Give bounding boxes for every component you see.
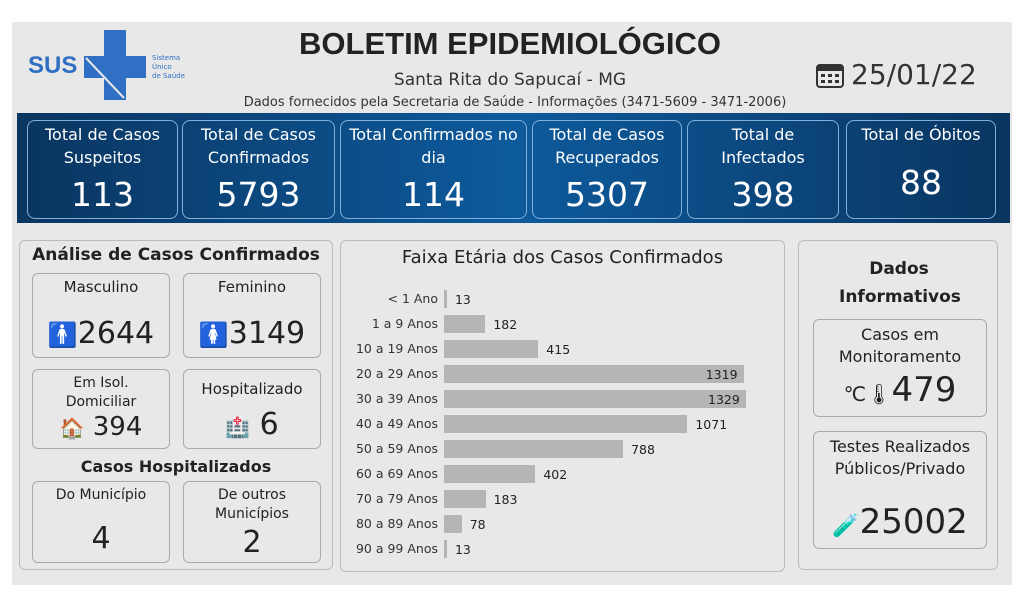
card-recuperados: Total de Casos Recuperados 5307 bbox=[532, 120, 682, 219]
bar bbox=[444, 340, 539, 358]
info-panel: Dados Informativos Casos em Monitorament… bbox=[798, 240, 998, 570]
bar-row: < 1 Ano 13 bbox=[341, 289, 781, 309]
monitoramento-box: Casos em Monitoramento ℃🌡479 bbox=[813, 319, 987, 417]
card-confirmados: Total de Casos Confirmados 5793 bbox=[182, 120, 335, 219]
municipio-box: Do Município 4 bbox=[32, 481, 170, 563]
category-label: 1 a 9 Anos bbox=[371, 316, 438, 331]
data-label: 13 bbox=[454, 542, 471, 557]
svg-text:Único: Único bbox=[152, 62, 172, 71]
age-chart-panel: Faixa Etária dos Casos Confirmados < 1 A… bbox=[340, 240, 785, 572]
data-source: Dados fornecidos pela Secretaria de Saúd… bbox=[243, 95, 787, 110]
male-icon: 🚹 bbox=[47, 321, 78, 349]
data-label: 1071 bbox=[695, 417, 728, 432]
category-label: < 1 Ano bbox=[387, 291, 439, 306]
card-infectados: Total de Infectados 398 bbox=[687, 120, 839, 219]
bar bbox=[444, 465, 536, 483]
category-label: 30 a 39 Anos bbox=[355, 391, 438, 406]
house-icon: 🏠 bbox=[59, 416, 85, 440]
category-label: 70 a 79 Anos bbox=[355, 491, 438, 506]
category-label: 80 a 89 Anos bbox=[355, 516, 438, 531]
bar-row: 1 a 9 Anos 182 bbox=[341, 314, 781, 334]
svg-text:de Saúde: de Saúde bbox=[152, 72, 185, 80]
category-label: 20 a 29 Anos bbox=[355, 366, 438, 381]
bar-row: 50 a 59 Anos 788 bbox=[341, 439, 781, 459]
bar bbox=[444, 440, 624, 458]
chart-title: Faixa Etária dos Casos Confirmados bbox=[401, 247, 724, 268]
page-title: BOLETIM EPIDEMIOLÓGICO bbox=[299, 26, 721, 61]
bar-row: 70 a 79 Anos 183 bbox=[341, 489, 781, 509]
data-label: 402 bbox=[543, 467, 568, 482]
bar bbox=[444, 490, 486, 508]
thermometer-icon: ℃🌡 bbox=[843, 382, 892, 406]
bar-row: 20 a 29 Anos 1319 bbox=[341, 364, 781, 384]
data-label: 415 bbox=[546, 342, 571, 357]
category-label: 50 a 59 Anos bbox=[355, 441, 438, 456]
data-label: 78 bbox=[469, 517, 486, 532]
bar-row: 90 a 99 Anos 13 bbox=[341, 539, 781, 559]
bar-row: 40 a 49 Anos 1071 bbox=[341, 414, 781, 434]
data-label: 182 bbox=[493, 317, 518, 332]
category-label: 40 a 49 Anos bbox=[355, 416, 438, 431]
page-subtitle: Santa Rita do Sapucaí - MG bbox=[393, 70, 627, 90]
data-label: 183 bbox=[493, 492, 518, 507]
bar bbox=[444, 515, 462, 533]
outros-municipios-box: De outros Municípios 2 bbox=[183, 481, 321, 563]
masculino-box: Masculino 🚹2644 bbox=[32, 273, 170, 358]
hospitalizado-box: Hospitalizado 🏥 6 bbox=[183, 369, 321, 449]
category-label: 60 a 69 Anos bbox=[355, 466, 438, 481]
bar-row: 30 a 39 Anos 1329 bbox=[341, 389, 781, 409]
bar bbox=[444, 365, 744, 383]
analysis-panel: Análise de Casos Confirmados Masculino 🚹2… bbox=[19, 240, 333, 570]
female-icon: 🚺 bbox=[198, 321, 229, 349]
info-title: Dados Informativos bbox=[839, 259, 961, 307]
svg-text:Sistema: Sistema bbox=[152, 54, 180, 62]
data-label: 1329 bbox=[708, 392, 740, 407]
svg-text:SUS: SUS bbox=[28, 52, 77, 79]
hospitalizados-title: Casos Hospitalizados bbox=[80, 457, 272, 476]
bar bbox=[444, 540, 447, 558]
bar-row: 80 a 89 Anos 78 bbox=[341, 514, 781, 534]
test-tube-icon: 🧪 bbox=[832, 514, 860, 539]
calendar-icon bbox=[816, 63, 844, 88]
bar bbox=[444, 390, 746, 408]
category-label: 10 a 19 Anos bbox=[355, 341, 438, 356]
data-label: 1319 bbox=[705, 367, 738, 382]
testes-box: Testes Realizados Públicos/Privado 🧪25002 bbox=[813, 431, 987, 549]
feminino-box: Feminino 🚺3149 bbox=[183, 273, 321, 358]
card-obitos: Total de Óbitos 88 bbox=[846, 120, 996, 219]
bar bbox=[444, 290, 447, 308]
sus-logo: SUS Sistema Único de Saúde bbox=[26, 28, 196, 100]
category-label: 90 a 99 Anos bbox=[355, 541, 438, 556]
isolamento-box: Em Isol. Domiciliar 🏠 394 bbox=[32, 369, 170, 449]
data-label: 13 bbox=[454, 292, 471, 307]
data-label: 788 bbox=[631, 442, 655, 457]
analysis-title: Análise de Casos Confirmados bbox=[32, 245, 320, 265]
sus-cross-icon: SUS Sistema Único de Saúde bbox=[28, 30, 185, 100]
bar-row: 60 a 69 Anos 402 bbox=[341, 464, 781, 484]
bar-row: 10 a 19 Anos 415 bbox=[341, 339, 781, 359]
date-text: 25/01/22 bbox=[851, 58, 977, 91]
bar bbox=[444, 315, 486, 333]
card-suspeitos: Total de Casos Suspeitos 113 bbox=[27, 120, 178, 219]
card-confirmados-dia: Total Confirmados no dia 114 bbox=[340, 120, 527, 219]
bulletin-date: 25/01/22 bbox=[815, 58, 977, 91]
bar bbox=[444, 415, 688, 433]
hospital-icon: 🏥 bbox=[225, 415, 251, 439]
